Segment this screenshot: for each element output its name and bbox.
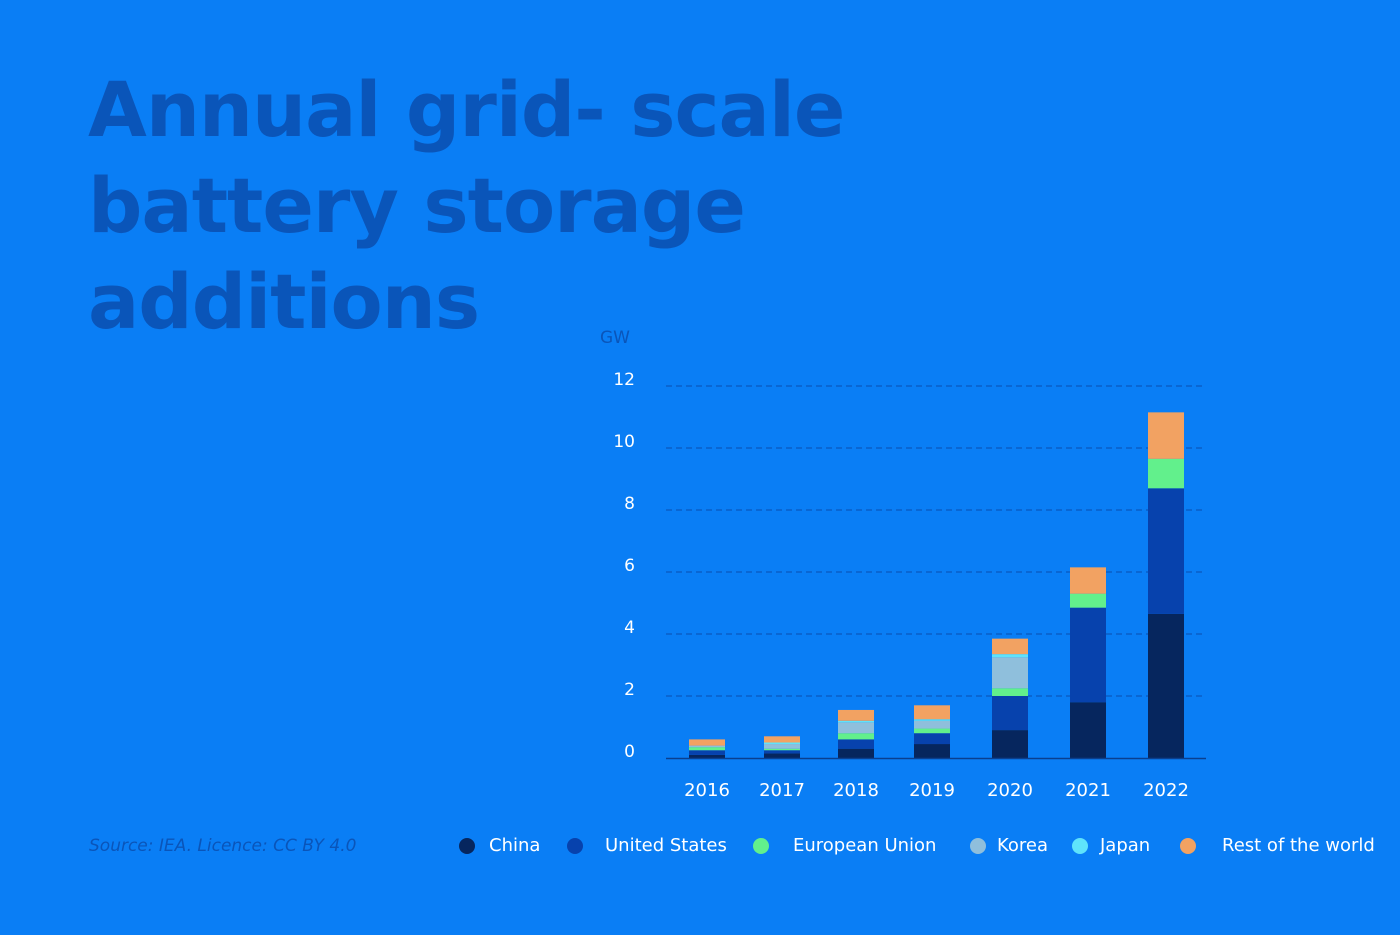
bar-segment bbox=[838, 739, 874, 749]
bar-segment bbox=[764, 744, 800, 749]
bar-segment bbox=[914, 705, 950, 720]
bar-segment bbox=[689, 750, 725, 755]
bar-segment bbox=[689, 754, 725, 758]
legend-swatch bbox=[970, 837, 986, 854]
x-tick-label: 2017 bbox=[759, 780, 805, 801]
legend: China United States European Union Korea… bbox=[0, 835, 1400, 865]
source-note: Source: IEA. Licence: CC BY 4.0 bbox=[89, 836, 357, 856]
y-axis-unit-label: GW bbox=[600, 328, 630, 348]
x-tick-label: 2022 bbox=[1143, 780, 1189, 801]
bar-segment bbox=[1148, 412, 1184, 459]
legend-item-japan: Japan bbox=[1072, 835, 1150, 856]
legend-label: European Union bbox=[793, 835, 937, 856]
x-tick-labels: 2016 2017 2018 2019 2020 2021 2022 bbox=[684, 780, 1189, 801]
legend-item-china: China bbox=[459, 835, 540, 856]
legend-label: China bbox=[489, 835, 541, 856]
x-tick-label: 2020 bbox=[987, 780, 1033, 801]
legend-item-european-union: European Union bbox=[753, 835, 936, 856]
bar-segment bbox=[914, 733, 950, 745]
bar-segment bbox=[838, 720, 874, 723]
chart-title: Annual grid- scale battery storage addit… bbox=[88, 65, 845, 346]
legend-swatch bbox=[753, 837, 769, 854]
bar-segment bbox=[838, 709, 874, 721]
x-tick-label: 2019 bbox=[909, 780, 955, 801]
bar-segment bbox=[1070, 567, 1106, 594]
x-tick-label: 2018 bbox=[833, 780, 879, 801]
bar-segment bbox=[914, 744, 950, 758]
legend-swatch bbox=[459, 837, 475, 854]
x-tick-label: 2021 bbox=[1065, 780, 1111, 801]
bar-segment bbox=[764, 748, 800, 751]
bar-segment bbox=[992, 654, 1028, 658]
y-tick-label: 12 bbox=[613, 370, 635, 390]
legend-label: United States bbox=[605, 835, 727, 856]
legend-swatch bbox=[1180, 837, 1196, 854]
bar-segment bbox=[1148, 458, 1184, 489]
y-tick-label: 4 bbox=[624, 618, 635, 638]
bar-segment bbox=[1148, 613, 1184, 758]
legend-item-united-states: United States bbox=[567, 835, 727, 856]
bar-segment bbox=[914, 719, 950, 721]
legend-item-rest-of-the-world: Rest of the world bbox=[1180, 835, 1375, 856]
bar-segment bbox=[764, 742, 800, 745]
bar-segment bbox=[689, 745, 725, 748]
bar-segment bbox=[1070, 607, 1106, 703]
bar-segment bbox=[838, 733, 874, 740]
bar-segment bbox=[1148, 488, 1184, 614]
legend-label: Japan bbox=[1100, 835, 1151, 856]
y-tick-label: 6 bbox=[624, 556, 635, 576]
legend-swatch bbox=[1072, 837, 1088, 854]
legend-label: Korea bbox=[997, 835, 1049, 856]
bar-segment bbox=[1070, 593, 1106, 608]
bar-segment bbox=[992, 696, 1028, 731]
bar-segment bbox=[764, 750, 800, 754]
y-tick-label: 10 bbox=[613, 432, 635, 452]
bar-segment bbox=[764, 753, 800, 758]
bar-segment bbox=[914, 720, 950, 729]
bars bbox=[689, 412, 1184, 758]
y-tick-label: 8 bbox=[624, 494, 635, 514]
bar-segment bbox=[838, 722, 874, 734]
legend-label: Rest of the world bbox=[1222, 835, 1375, 856]
bar-segment bbox=[1070, 702, 1106, 758]
bar-segment bbox=[992, 730, 1028, 758]
y-tick-label: 2 bbox=[624, 680, 635, 700]
x-tick-label: 2016 bbox=[684, 780, 730, 801]
bar-segment bbox=[764, 736, 800, 743]
bar-segment bbox=[992, 657, 1028, 689]
legend-item-korea: Korea bbox=[970, 835, 1048, 856]
bar-segment bbox=[689, 747, 725, 751]
legend-swatch bbox=[567, 837, 583, 854]
bar-segment bbox=[689, 739, 725, 746]
bar-segment bbox=[838, 748, 874, 758]
bar-segment bbox=[992, 638, 1028, 655]
bar-segment bbox=[914, 728, 950, 734]
y-tick-labels: 0 2 4 6 8 10 12 bbox=[613, 370, 635, 762]
y-tick-label: 0 bbox=[624, 742, 635, 762]
bar-segment bbox=[992, 688, 1028, 696]
gridlines bbox=[666, 385, 1206, 697]
